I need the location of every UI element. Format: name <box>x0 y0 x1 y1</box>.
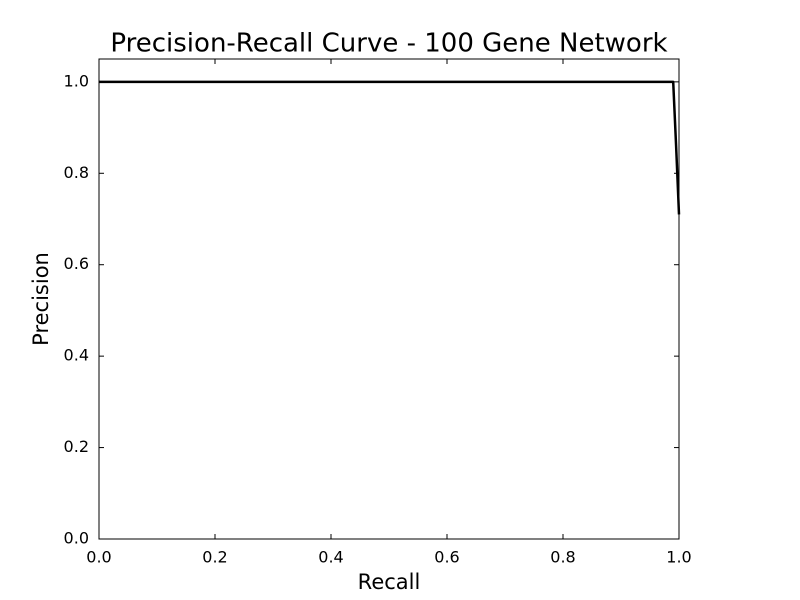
y-tick-label: 0.2 <box>64 437 89 456</box>
x-tick-label: 0.0 <box>86 548 111 567</box>
x-axis-label: Recall <box>358 570 421 594</box>
y-tick-label: 0.8 <box>64 163 89 182</box>
y-axis-label: Precision <box>29 252 53 346</box>
x-tick-label: 0.6 <box>434 548 459 567</box>
line <box>99 80 681 215</box>
chart-title: Precision-Recall Curve - 100 Gene Networ… <box>110 29 667 59</box>
y-tick-label: 0.6 <box>64 254 89 273</box>
x-tick-label: 0.8 <box>550 548 575 567</box>
plot-frame <box>98 58 680 540</box>
x-tick-label: 0.2 <box>202 548 227 567</box>
y-tick-label: 0.0 <box>64 529 89 548</box>
y-tick-label: 1.0 <box>64 71 89 90</box>
x-tick-label: 0.4 <box>318 548 343 567</box>
y-tick-label: 0.4 <box>64 346 89 365</box>
x-tick-label: 1.0 <box>666 548 691 567</box>
